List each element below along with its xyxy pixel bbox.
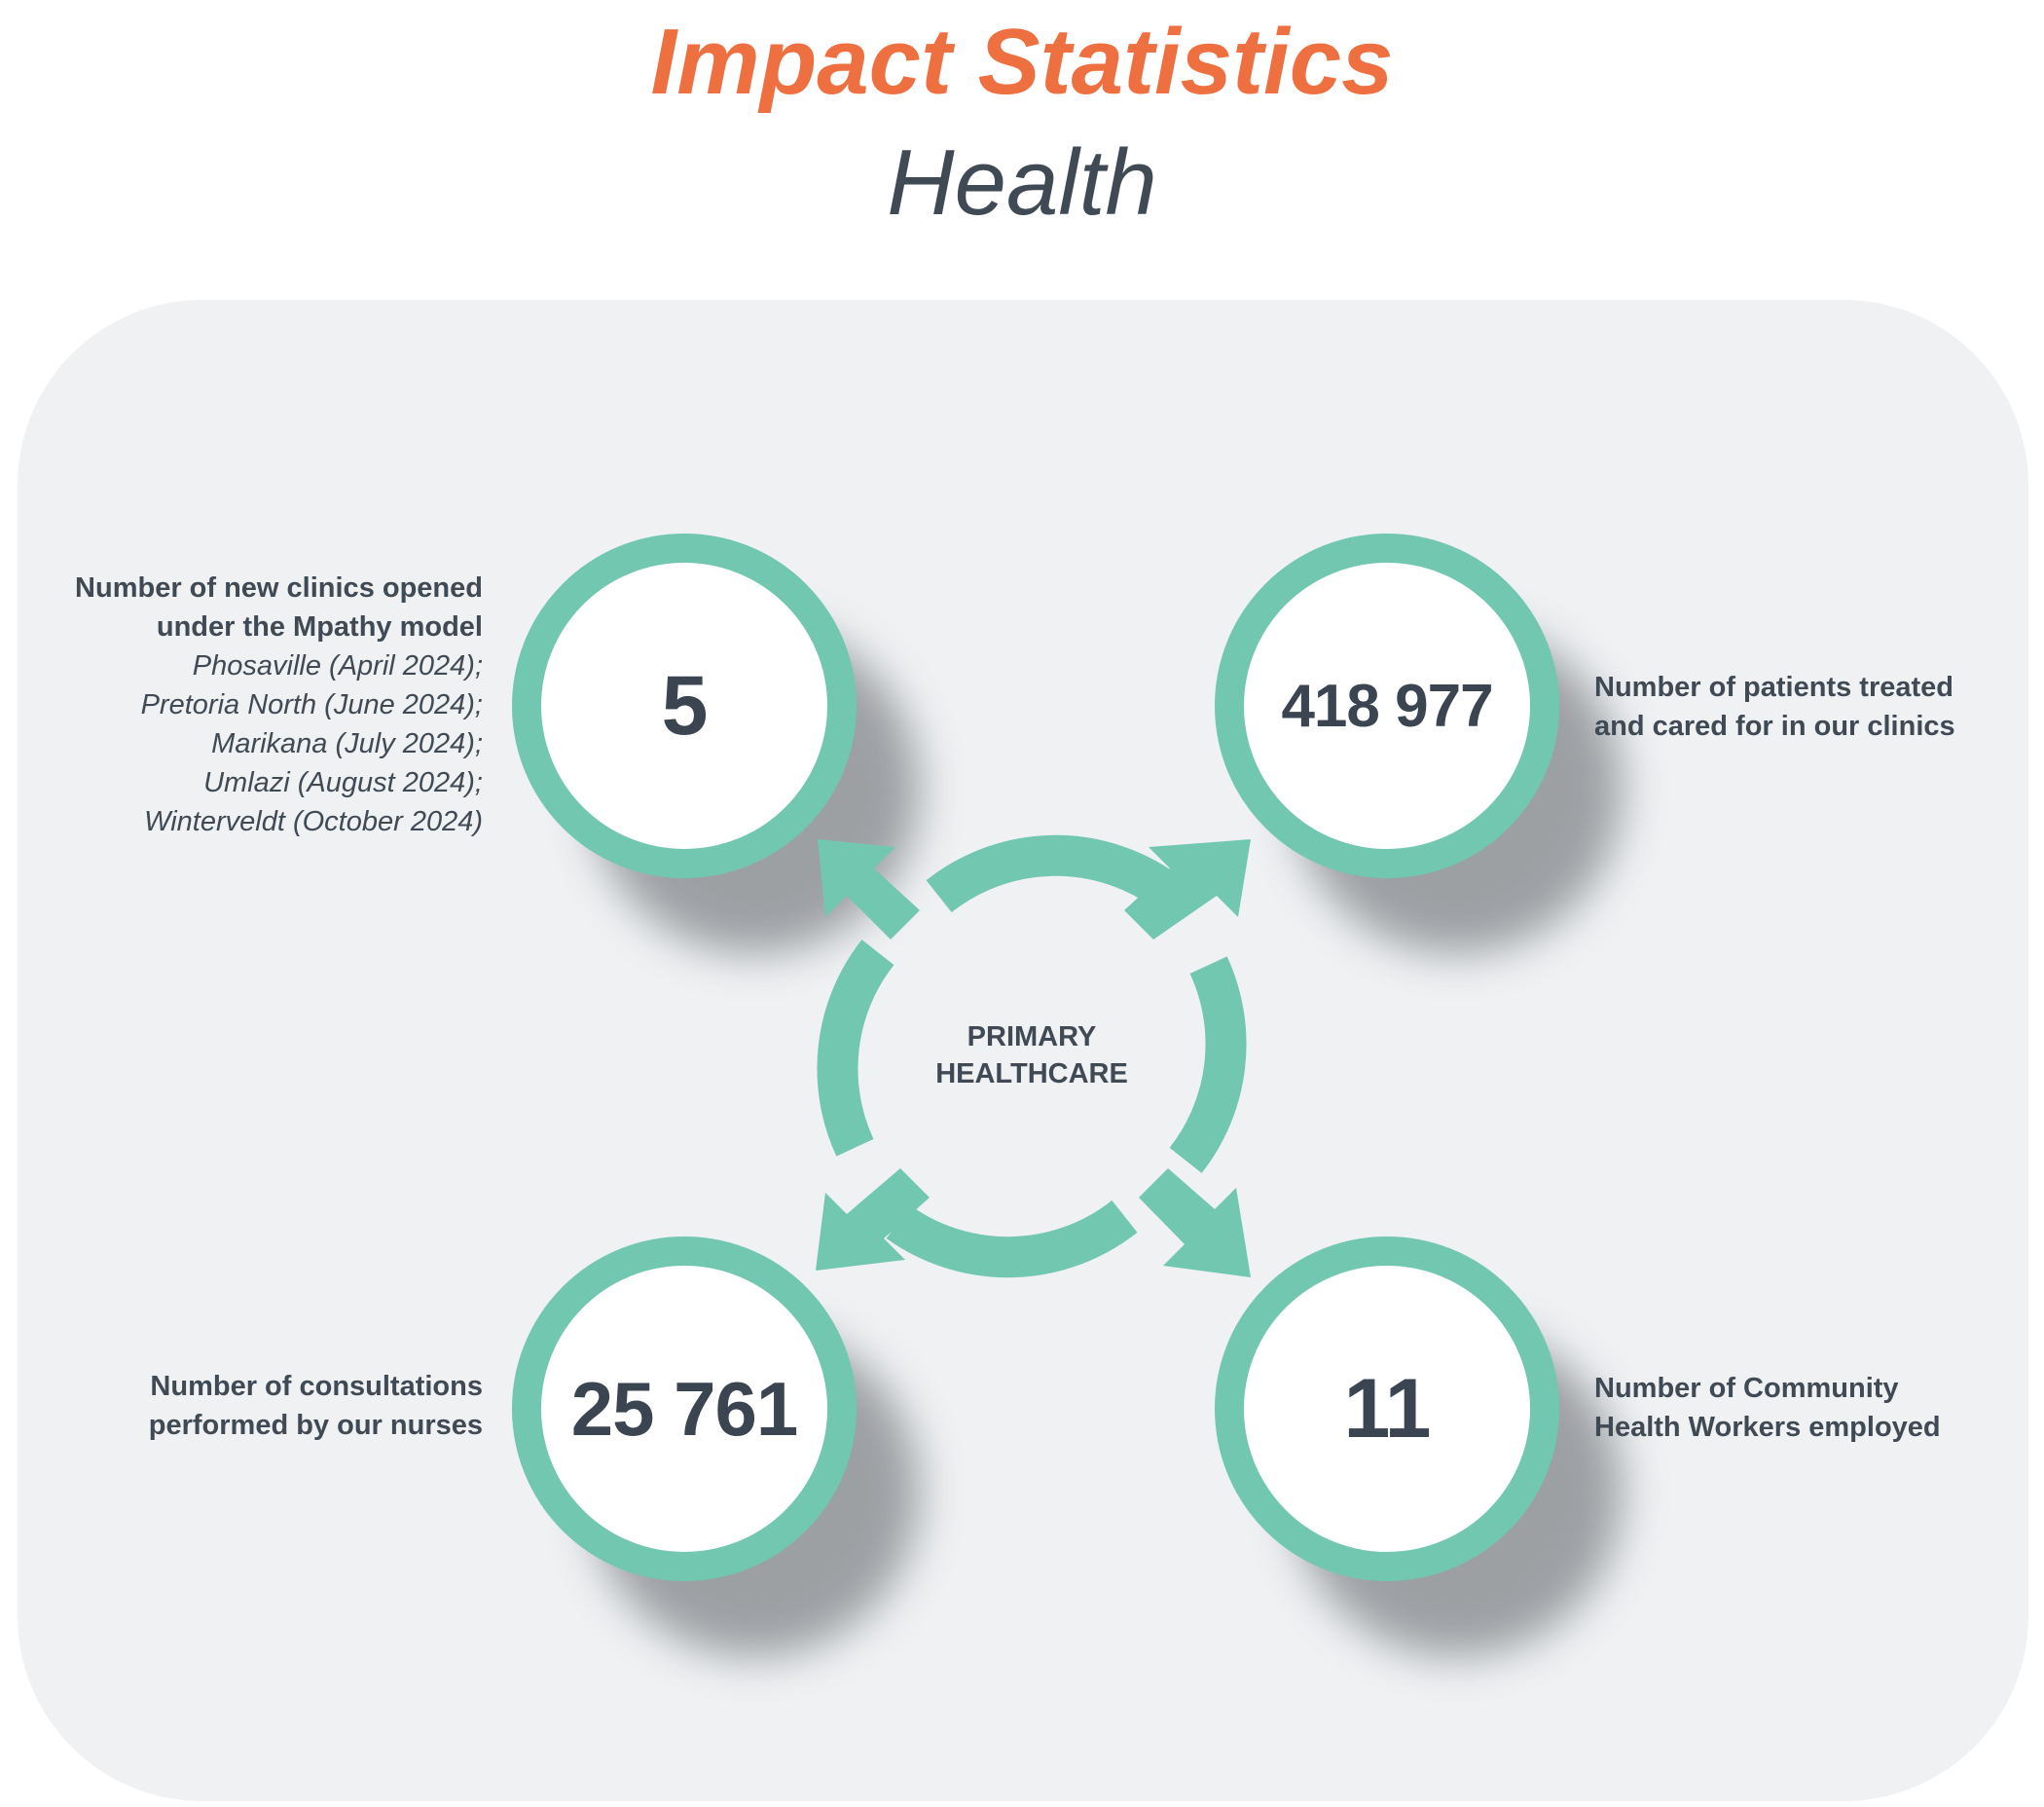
desc-consultations: Number of consultations performed by our…: [149, 1367, 483, 1445]
clinic-detail-item: Marikana (July 2024);: [211, 728, 483, 759]
central-ring: [817, 834, 1247, 1278]
stat-circle-consultations: 25 761: [512, 1236, 857, 1581]
stat-value-clinics: 5: [661, 658, 709, 753]
stat-value-patients: 418 977: [1281, 672, 1493, 740]
stat-value-health-workers: 11: [1343, 1361, 1432, 1456]
center-label: PRIMARY HEALTHCARE: [886, 1018, 1178, 1092]
arrows: [816, 839, 1251, 1277]
desc-clinics-line1: Number of new clinics opened: [75, 572, 483, 604]
arrow-to-patients-icon: [1124, 839, 1251, 940]
page-subtitle: Health: [887, 130, 1157, 235]
clinic-detail-item: Phosaville (April 2024);: [192, 650, 483, 682]
clinic-detail-item: Winterveldt (October 2024): [144, 806, 483, 837]
ring-arc-top: [926, 834, 1178, 913]
desc-clinics: Number of new clinics opened under the M…: [75, 569, 483, 841]
arrow-to-consultations-icon: [816, 1168, 930, 1271]
desc-health-workers: Number of Community Health Workers emplo…: [1594, 1369, 1941, 1447]
clinic-detail-item: Umlazi (August 2024);: [203, 767, 483, 798]
desc-consultations-line1: Number of consultations: [150, 1371, 483, 1402]
desc-patients: Number of patients treated and cared for…: [1594, 668, 1955, 746]
stat-circle-health-workers: 11: [1215, 1236, 1559, 1581]
center-label-line1: PRIMARY: [967, 1021, 1097, 1052]
desc-patients-line2: and cared for in our clinics: [1594, 711, 1955, 742]
arrow-to-clinics-icon: [818, 839, 920, 940]
clinic-detail-item: Pretoria North (June 2024);: [140, 689, 483, 720]
ring-arc-bottom: [886, 1199, 1138, 1278]
desc-health-workers-line2: Health Workers employed: [1594, 1412, 1941, 1443]
desc-clinics-line2: under the Mpathy model: [156, 611, 483, 643]
stat-circle-patients: 418 977: [1215, 534, 1559, 878]
center-label-line2: HEALTHCARE: [935, 1058, 1128, 1089]
desc-patients-line1: Number of patients treated: [1594, 672, 1953, 703]
arrow-to-health-workers-icon: [1139, 1168, 1251, 1277]
ring-arc-right: [1169, 956, 1247, 1173]
ring-arc-left: [817, 940, 894, 1157]
page-title: Impact Statistics: [650, 10, 1394, 114]
desc-health-workers-line1: Number of Community: [1594, 1373, 1899, 1404]
desc-consultations-line2: performed by our nurses: [148, 1410, 483, 1441]
stat-circle-clinics: 5: [512, 534, 857, 878]
content-panel: [18, 300, 2028, 1801]
stat-value-consultations: 25 761: [570, 1365, 799, 1452]
